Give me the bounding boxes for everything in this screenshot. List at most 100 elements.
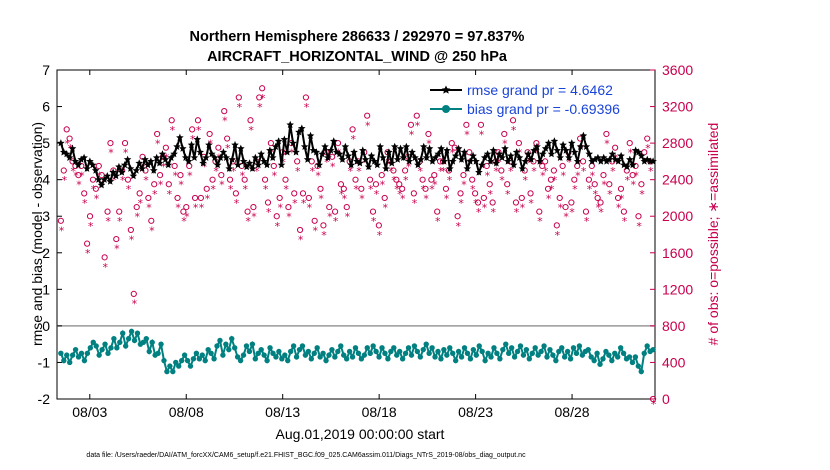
obs-assimilated-point: * bbox=[181, 215, 187, 228]
obs-possible-point bbox=[343, 203, 350, 211]
bias-point bbox=[594, 350, 600, 357]
rmse-point bbox=[210, 153, 219, 161]
obs-assimilated-point: * bbox=[444, 192, 450, 205]
obs-assimilated-point: * bbox=[636, 220, 642, 233]
rmse-point bbox=[260, 157, 268, 165]
obs-assimilated-point: * bbox=[485, 170, 491, 183]
obs-assimilated-point: * bbox=[648, 165, 654, 178]
bias-point bbox=[488, 354, 494, 360]
obs-assimilated-point: * bbox=[595, 202, 601, 215]
obs-possible-point bbox=[556, 194, 563, 202]
obs-possible-point bbox=[63, 126, 70, 133]
chart-title-line1: Northern Hemisphere 286633 / 292970 = 97… bbox=[190, 29, 525, 45]
bias-point bbox=[364, 345, 370, 351]
bias-point bbox=[503, 341, 509, 347]
rmse-point bbox=[71, 157, 80, 165]
obs-assimilated-point: * bbox=[330, 160, 336, 173]
rmse-point bbox=[475, 168, 483, 176]
rmse-point bbox=[469, 151, 477, 160]
obs-assimilated-point: * bbox=[278, 202, 284, 215]
bias-point bbox=[644, 343, 650, 349]
rmse-point bbox=[298, 124, 306, 132]
obs-assimilated-point: * bbox=[289, 147, 295, 160]
obs-assimilated-point: * bbox=[356, 165, 362, 178]
legend: rmse grand pr = 4.6462 bias grand pr = -… bbox=[430, 82, 620, 117]
obs-assimilated-point: * bbox=[348, 165, 354, 178]
bias-point bbox=[66, 359, 73, 366]
y-left-tick-label: 5 bbox=[42, 135, 50, 151]
obs-assimilated-point: * bbox=[429, 183, 435, 196]
bias-point bbox=[176, 363, 182, 369]
y-right-tick-label: 800 bbox=[662, 318, 686, 334]
obs-assimilated-point: * bbox=[461, 179, 467, 192]
rmse-point bbox=[634, 148, 643, 156]
y-right-tick-label: 2000 bbox=[662, 208, 693, 224]
obs-possible-point bbox=[620, 208, 627, 215]
obs-possible-point bbox=[396, 181, 403, 188]
obs-possible-point bbox=[104, 208, 111, 215]
obs-possible-point bbox=[402, 167, 409, 174]
obs-assimilated-point: * bbox=[260, 92, 266, 105]
rmse-point bbox=[440, 157, 448, 165]
rmse-point bbox=[544, 139, 553, 147]
rmse-point bbox=[614, 157, 622, 165]
obs-assimilated-point: * bbox=[298, 234, 304, 247]
obs-possible-point bbox=[600, 171, 607, 179]
obs-assimilated-point: * bbox=[286, 211, 292, 224]
bias-point bbox=[523, 346, 530, 353]
bias-point bbox=[81, 357, 88, 364]
obs-assimilated-point: * bbox=[237, 101, 243, 114]
rmse-point bbox=[335, 150, 344, 158]
obs-possible-point bbox=[221, 108, 228, 115]
obs-possible-point bbox=[425, 130, 432, 138]
obs-possible-point bbox=[457, 190, 464, 197]
bias-point bbox=[202, 357, 208, 364]
bias-point bbox=[338, 343, 344, 349]
bias-point bbox=[96, 352, 102, 358]
bias-point bbox=[638, 368, 644, 375]
obs-assimilated-point: * bbox=[82, 197, 88, 210]
bias-point bbox=[290, 343, 297, 349]
obs-assimilated-point: * bbox=[94, 192, 100, 205]
obs-assimilated-point: * bbox=[202, 160, 208, 173]
rmse-point bbox=[132, 166, 141, 174]
obs-possible-point bbox=[460, 171, 467, 179]
bias-point bbox=[105, 350, 111, 357]
y-left-tick-label: -2 bbox=[38, 391, 51, 407]
rmse-point bbox=[155, 159, 164, 167]
obs-assimilated-point: * bbox=[245, 215, 251, 228]
bias-point bbox=[158, 341, 164, 347]
obs-assimilated-point: * bbox=[400, 192, 406, 205]
obs-assimilated-point: * bbox=[543, 165, 549, 178]
obs-assimilated-point: * bbox=[464, 128, 470, 141]
x-tick-label: 08/18 bbox=[362, 404, 397, 420]
obs-possible-point bbox=[527, 190, 534, 197]
obs-assimilated-point: * bbox=[280, 156, 286, 169]
rmse-point bbox=[637, 151, 646, 160]
obs-assimilated-point: * bbox=[158, 179, 164, 192]
y-left-tick-label: 3 bbox=[42, 208, 50, 224]
bias-point bbox=[612, 350, 618, 357]
obs-possible-point bbox=[224, 135, 231, 142]
y-right-tick-label: 3200 bbox=[662, 99, 693, 115]
rmse-point bbox=[414, 161, 422, 169]
obs-possible-point bbox=[358, 185, 365, 192]
obs-possible-point bbox=[60, 167, 67, 174]
bias-point bbox=[429, 345, 435, 351]
obs-assimilated-point: * bbox=[441, 165, 447, 178]
obs-assimilated-point: * bbox=[616, 202, 622, 215]
obs-possible-point bbox=[512, 199, 520, 206]
rmse-point bbox=[390, 142, 399, 150]
rmse-point bbox=[579, 131, 588, 139]
rmse-point bbox=[507, 151, 515, 160]
obs-possible-point bbox=[136, 190, 143, 197]
bias-point bbox=[600, 356, 606, 362]
obs-possible-point bbox=[410, 190, 417, 197]
obs-assimilated-point: * bbox=[549, 183, 555, 196]
obs-possible-point bbox=[542, 158, 549, 165]
bias-point bbox=[591, 357, 597, 364]
rmse-point bbox=[463, 164, 472, 172]
bias-point bbox=[161, 357, 167, 364]
obs-assimilated-point: * bbox=[111, 174, 117, 187]
